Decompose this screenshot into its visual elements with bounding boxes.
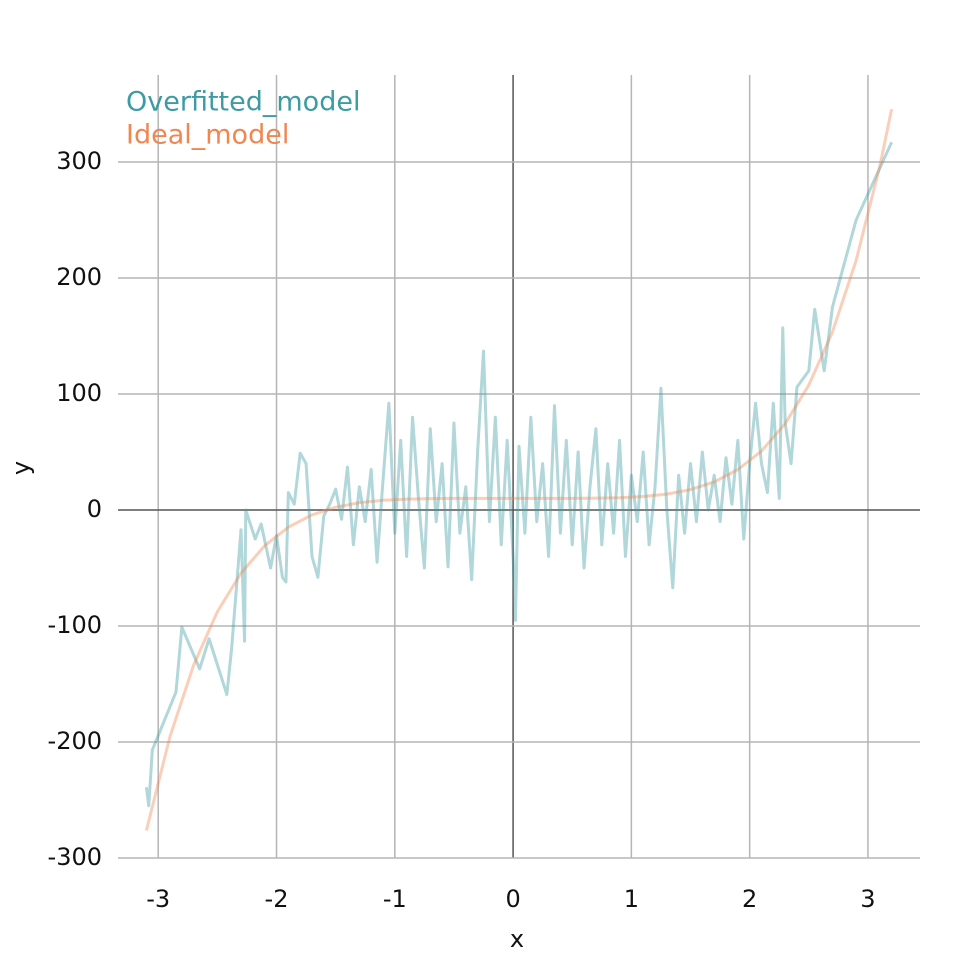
y-tick-label: -100	[48, 611, 102, 639]
x-tick-label: -2	[265, 885, 289, 913]
series-line	[144, 108, 894, 831]
series-line	[144, 141, 893, 808]
y-tick-label: 200	[56, 263, 102, 291]
x-tick-label: 3	[860, 885, 875, 913]
x-tick-label: -3	[146, 885, 170, 913]
y-tick-label: 300	[56, 147, 102, 175]
y-axis-label: y	[7, 461, 35, 475]
x-tick-label: 2	[742, 885, 757, 913]
legend-label: Overfitted_model	[126, 87, 360, 118]
x-tick-label: 0	[505, 885, 520, 913]
x-tick-label: -1	[383, 885, 407, 913]
y-tick-label: -300	[48, 843, 102, 871]
legend-label: Ideal_model	[126, 120, 289, 151]
x-tick-label: 1	[624, 885, 639, 913]
y-tick-label: 100	[56, 379, 102, 407]
y-tick-label: -200	[48, 727, 102, 755]
y-tick-label: 0	[87, 495, 102, 523]
x-axis-label: x	[510, 925, 524, 953]
